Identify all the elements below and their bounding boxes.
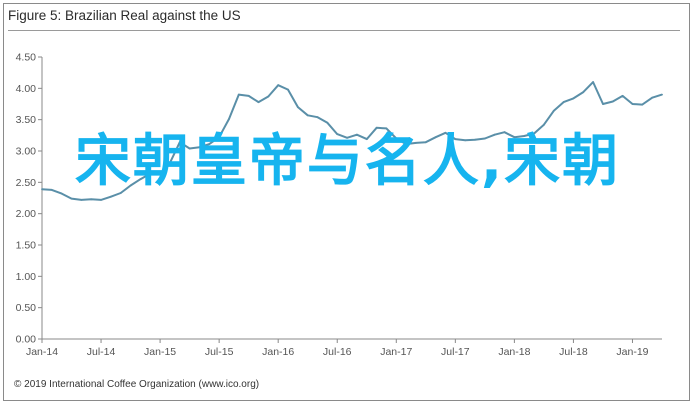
- data-point: [356, 133, 358, 136]
- x-tick-label: Jan-19: [616, 346, 648, 358]
- data-point: [484, 137, 486, 140]
- y-tick-label: 0.00: [16, 334, 37, 346]
- data-point: [592, 81, 594, 83]
- data-point: [336, 133, 339, 136]
- data-point: [621, 95, 624, 97]
- data-point: [129, 184, 132, 187]
- y-tick-label: 1.50: [16, 240, 37, 252]
- data-point: [523, 135, 526, 137]
- y-tick-label: 4.50: [16, 52, 37, 64]
- data-point: [405, 143, 407, 146]
- y-tick-label: 2.00: [16, 208, 37, 220]
- data-point: [237, 93, 240, 96]
- x-axis: Jan-14 Jul-14 Jan-15 Jul-15 Jan-16 Jul-16 Jan-…: [26, 338, 662, 358]
- title-divider: [8, 30, 680, 31]
- data-point: [631, 103, 634, 105]
- data-point: [552, 110, 555, 112]
- data-point: [454, 138, 457, 141]
- y-tick-label: 4.00: [16, 83, 37, 95]
- data-point: [602, 103, 604, 105]
- data-point: [513, 136, 516, 139]
- y-tick-label: 1.00: [16, 271, 37, 283]
- data-point: [464, 139, 467, 142]
- data-point: [198, 146, 201, 149]
- data-point: [415, 142, 417, 144]
- data-point: [50, 189, 53, 191]
- data-point: [60, 192, 63, 195]
- y-tick-label: 3.00: [16, 146, 37, 158]
- data-point: [444, 131, 447, 134]
- x-tick-label: Jan-18: [498, 346, 530, 358]
- data-point: [375, 126, 378, 129]
- data-point: [139, 178, 142, 181]
- data-point: [493, 133, 496, 136]
- data-point: [297, 106, 299, 108]
- x-tick-label: Jan-17: [380, 346, 412, 358]
- x-tick-label: Jan-16: [262, 346, 294, 358]
- data-point: [188, 147, 191, 150]
- y-axis: 0.00 0.50 1.00 1.50 2.00 2.50 3.00 3.50 4.00 4.50: [16, 52, 43, 346]
- data-point: [208, 143, 211, 146]
- data-point: [247, 95, 250, 97]
- data-point: [434, 136, 437, 139]
- data-point: [257, 101, 260, 103]
- data-point: [90, 198, 93, 201]
- data-point: [287, 88, 289, 91]
- x-tick-label: Jul-15: [205, 346, 234, 358]
- data-point: [306, 114, 309, 117]
- watermark-overlay-text: 宋朝皇帝与名人,宋朝: [74, 129, 621, 194]
- data-point: [169, 162, 171, 164]
- data-point: [178, 141, 181, 144]
- data-point: [611, 100, 614, 103]
- figure-title: Figure 5: Brazilian Real against the US: [8, 8, 241, 23]
- data-point: [267, 95, 270, 98]
- data-point: [41, 188, 43, 191]
- data-point: [503, 131, 506, 134]
- data-point: [562, 101, 565, 103]
- data-point: [316, 116, 319, 119]
- data-point: [70, 197, 73, 200]
- y-tick-label: 0.50: [16, 302, 37, 314]
- data-point: [346, 136, 348, 139]
- data-point: [651, 96, 654, 99]
- data-point: [218, 136, 221, 139]
- data-point: [149, 172, 152, 175]
- x-tick-label: Jan-15: [144, 346, 176, 358]
- data-point: [474, 138, 476, 141]
- y-tick-label: 2.50: [16, 177, 37, 189]
- data-point: [641, 103, 644, 106]
- data-point: [326, 121, 329, 124]
- data-point: [277, 84, 280, 87]
- data-point: [533, 132, 535, 135]
- data-point: [228, 118, 230, 120]
- copyright-footer: © 2019 International Coffee Organization…: [14, 379, 260, 390]
- x-tick-label: Jul-18: [559, 346, 588, 358]
- data-point: [543, 123, 545, 126]
- x-tick-label: Jan-14: [26, 346, 58, 358]
- data-point: [385, 127, 388, 130]
- y-tick-label: 3.50: [16, 114, 37, 126]
- data-point: [424, 141, 427, 144]
- x-tick-label: Jul-16: [323, 346, 352, 358]
- data-point: [110, 195, 112, 198]
- series-line-brl-usd: [41, 81, 663, 201]
- x-tick-label: Jul-17: [441, 346, 470, 358]
- x-tick-label: Jul-14: [87, 346, 116, 358]
- data-point: [395, 137, 398, 140]
- data-point: [572, 97, 575, 100]
- data-point: [119, 192, 122, 194]
- data-point: [80, 199, 83, 201]
- data-point: [365, 138, 368, 141]
- plot-area: [41, 81, 663, 201]
- data-point: [100, 199, 102, 201]
- figure-frame: [3, 3, 690, 401]
- data-point: [582, 91, 585, 93]
- data-point: [661, 93, 663, 96]
- data-point: [159, 173, 162, 176]
